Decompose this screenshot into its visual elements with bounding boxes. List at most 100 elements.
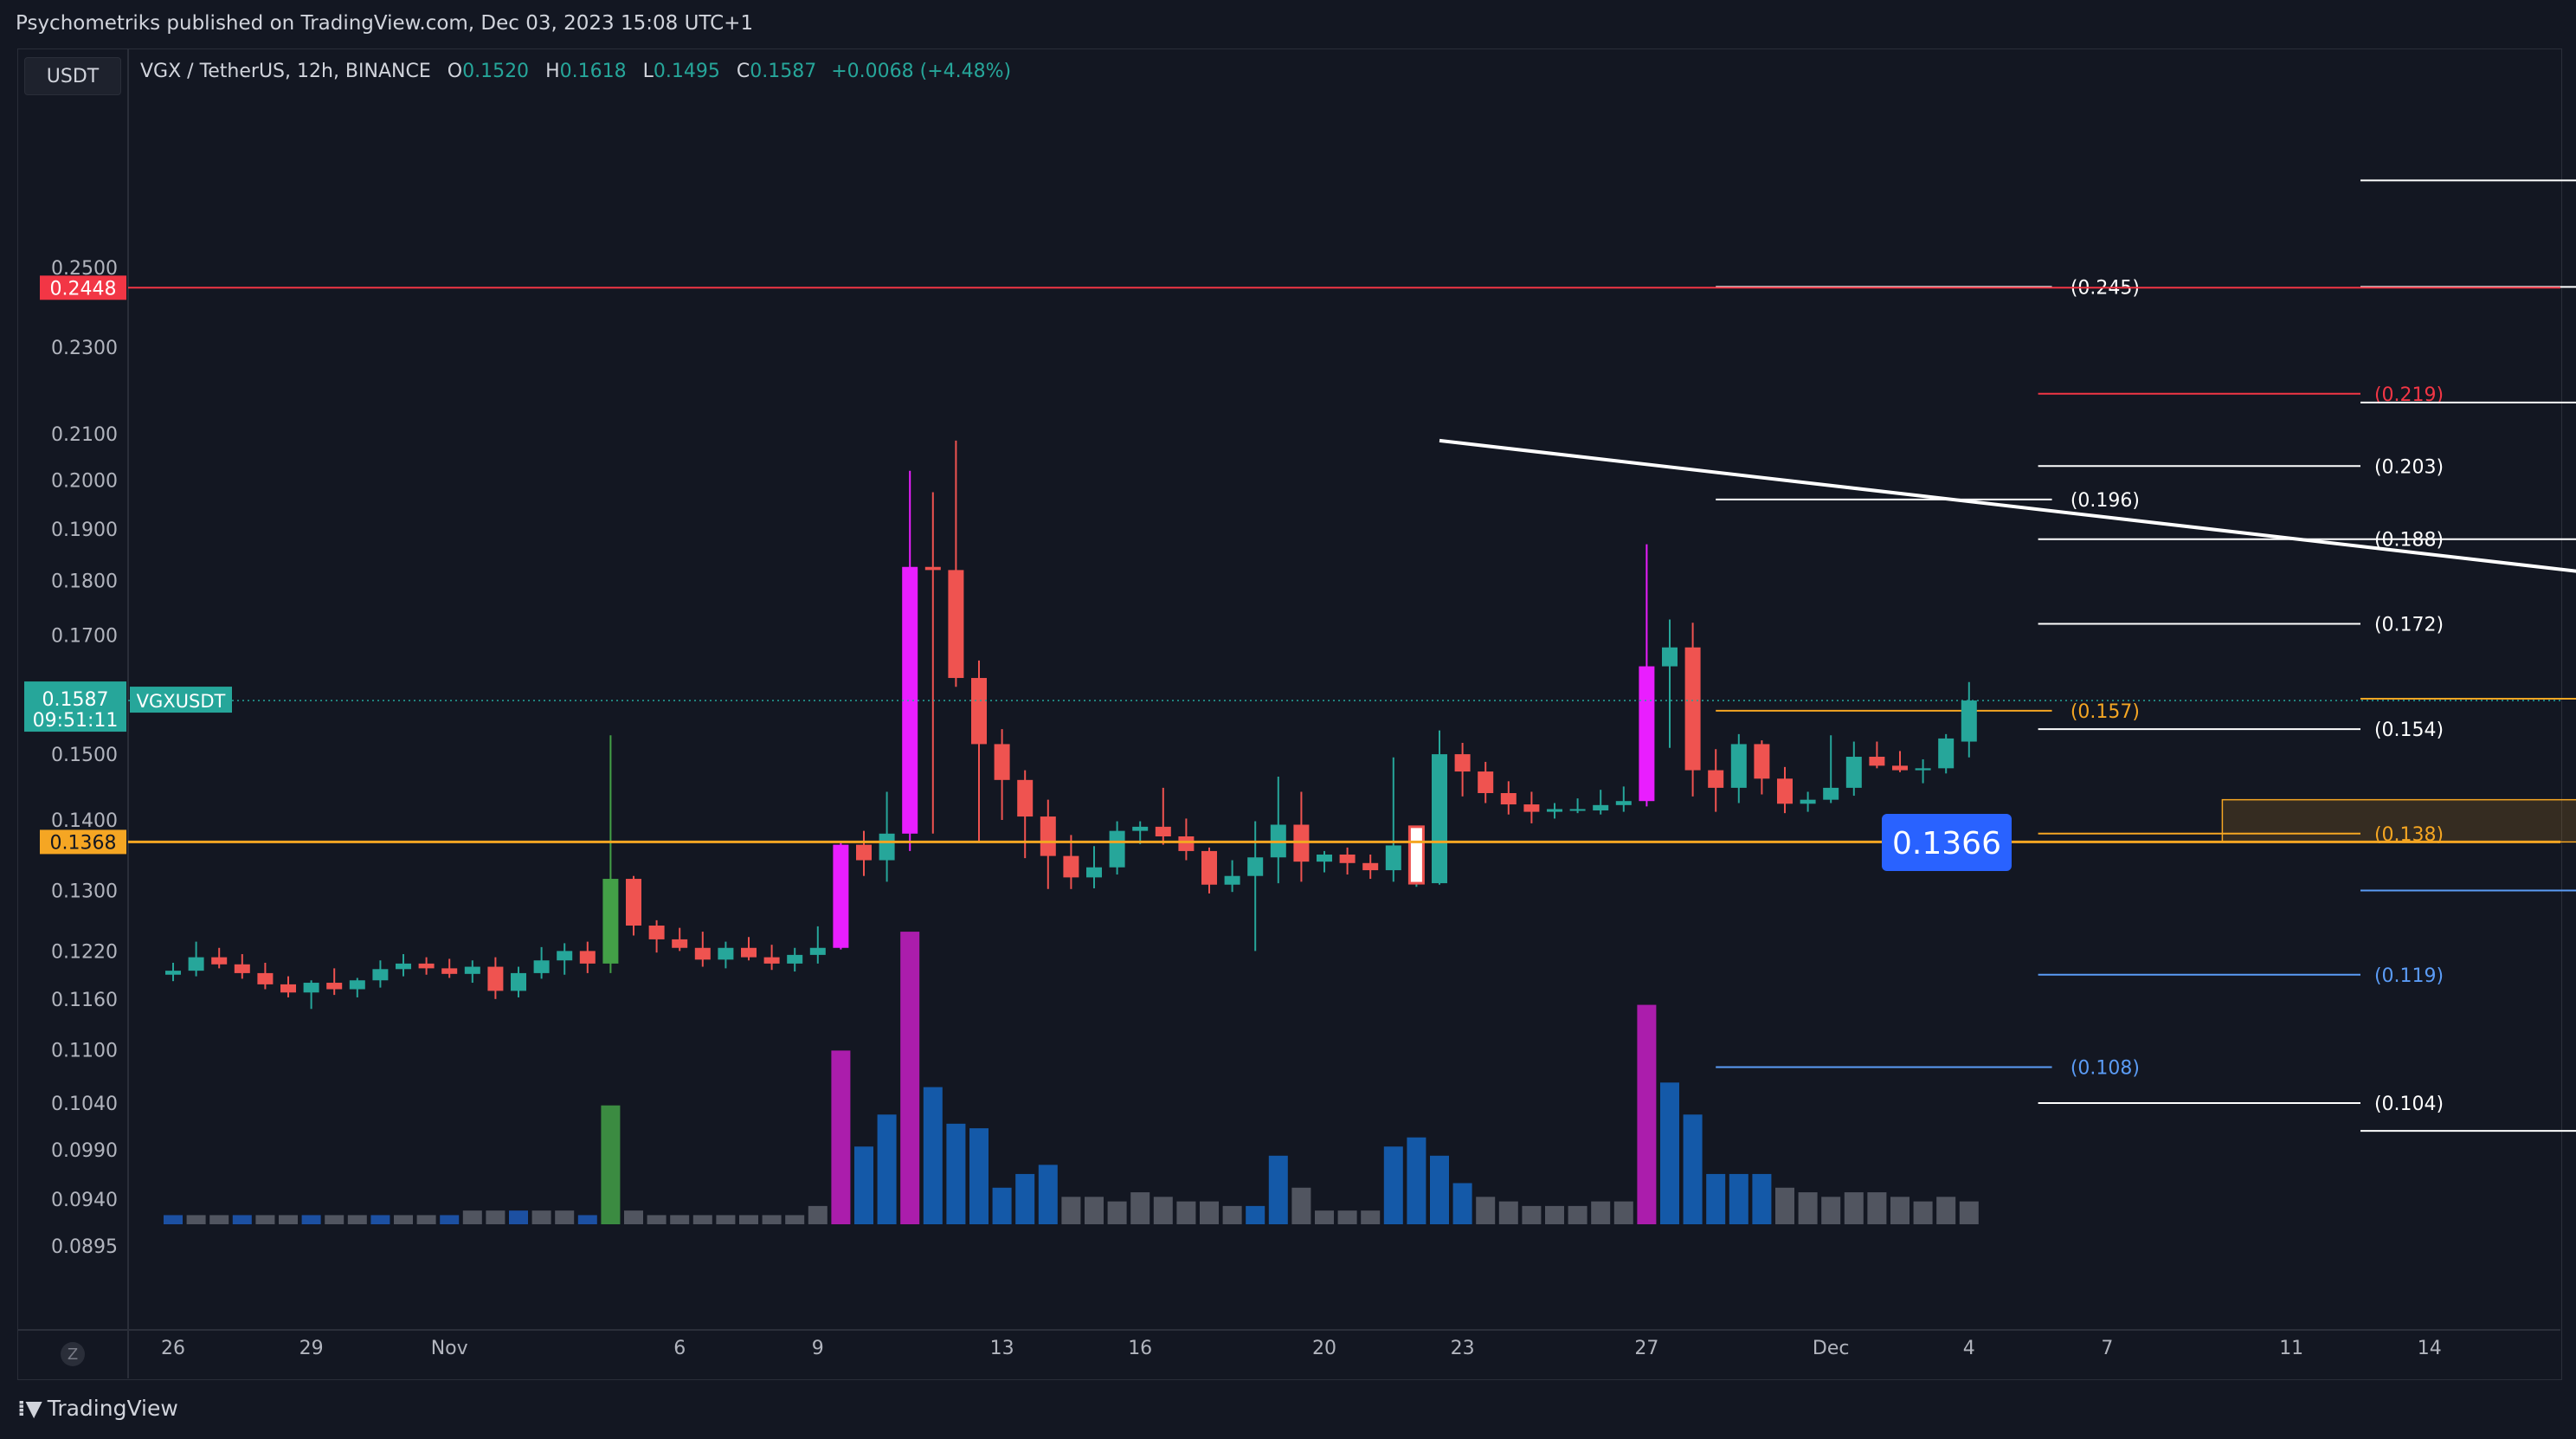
candle-body: [1362, 862, 1379, 871]
volume-bar: [232, 1215, 252, 1224]
volume-layer: [164, 932, 1979, 1224]
tradingview-logo[interactable]: ⁞▼ TradingView: [17, 1396, 178, 1421]
x-tick-label: 11: [2279, 1338, 2303, 1359]
chart-svg[interactable]: (0.274)(0.245)(0.245)(0.219)(0.217)(0.20…: [0, 0, 2576, 1382]
symbol-legend: VGX / TetherUS, 12h, BINANCE O0.1520 H0.…: [140, 61, 1011, 82]
volume-bar: [692, 1215, 712, 1224]
candle-body: [924, 566, 941, 571]
fib-level-label: (0.157): [2070, 701, 2140, 723]
volume-bar: [854, 1146, 873, 1224]
candle-body: [1407, 825, 1425, 885]
volume-bar: [1959, 1201, 1979, 1224]
symbol-name[interactable]: VGX / TetherUS, 12h, BINANCE: [140, 61, 431, 82]
volume-bar: [1383, 1146, 1403, 1224]
volume-bar: [1729, 1173, 1748, 1224]
y-tick-label: 0.1160: [51, 990, 118, 1011]
candle-body: [326, 983, 343, 990]
volume-bar: [1752, 1173, 1772, 1224]
volume-bar: [1315, 1210, 1334, 1224]
candle-body: [396, 963, 411, 970]
y-tick-label: 0.0895: [51, 1236, 118, 1258]
volume-bar: [1545, 1205, 1564, 1224]
candle-body: [557, 951, 573, 961]
candle-body: [1800, 799, 1816, 804]
x-tick-label: 9: [812, 1338, 824, 1359]
candle-body: [1662, 647, 1678, 667]
candle-body: [1500, 792, 1517, 805]
candle-body: [602, 879, 619, 964]
candle-body: [1639, 666, 1655, 802]
volume-bar: [1015, 1173, 1035, 1224]
y-tick-label: 0.2000: [51, 471, 118, 493]
x-tick-label: 6: [673, 1338, 686, 1359]
candle-body: [1385, 845, 1401, 871]
candle-body: [1339, 854, 1356, 863]
volume-bar: [164, 1215, 183, 1224]
candle-body: [1040, 816, 1056, 856]
candle-body: [418, 963, 435, 969]
x-tick-label: 29: [299, 1338, 324, 1359]
volume-bar: [877, 1114, 897, 1224]
volume-bar: [347, 1215, 367, 1224]
candle-body: [1109, 830, 1125, 868]
currency-button[interactable]: USDT: [24, 57, 121, 95]
y-tick-label: 0.2100: [51, 424, 118, 446]
y-tick-label: 0.1900: [51, 519, 118, 541]
volume-bar: [1798, 1192, 1818, 1224]
candle-body: [809, 947, 826, 955]
volume-bar: [186, 1215, 206, 1224]
header: Psychometriks published on TradingView.c…: [0, 0, 2576, 50]
symbol-tag: VGXUSDT: [137, 691, 226, 712]
fib-level-label: (0.203): [2374, 456, 2444, 478]
candle-body: [694, 947, 711, 960]
candle-body: [280, 984, 296, 993]
candle-body: [902, 566, 918, 834]
volume-bar: [808, 1205, 828, 1224]
last-price-tag: 0.1587: [42, 689, 109, 711]
price-badge-label: 0.1366: [1892, 826, 2001, 861]
volume-bar: [1936, 1197, 1956, 1224]
candle-body: [533, 960, 550, 973]
chart-panel[interactable]: [17, 48, 2562, 1380]
candle-body: [1708, 770, 1724, 788]
trend-line: [1439, 438, 2576, 573]
close-value: 0.1587: [750, 61, 817, 82]
candle-body: [1247, 857, 1264, 876]
volume-bar: [716, 1215, 736, 1224]
open-label: O: [447, 61, 463, 82]
candle-body: [211, 957, 228, 965]
volume-bar: [440, 1215, 460, 1224]
volume-bar: [1522, 1205, 1542, 1224]
volume-bar: [301, 1215, 321, 1224]
y-tick-label: 0.1500: [51, 745, 118, 766]
fib-level-label: (0.104): [2374, 1094, 2444, 1115]
candle-body: [718, 947, 734, 960]
volume-bar: [1660, 1082, 1679, 1224]
volume-bar: [1291, 1187, 1311, 1224]
candle-body: [303, 983, 319, 993]
volume-bar: [1775, 1187, 1794, 1224]
candle-body: [763, 957, 780, 964]
volume-bar: [577, 1215, 597, 1224]
candles-layer: [165, 440, 1977, 1010]
candle-body: [1823, 787, 1839, 800]
candle-body: [441, 968, 458, 974]
candle-body: [1201, 850, 1217, 885]
candle-body: [1224, 875, 1240, 885]
volume-bar: [1844, 1192, 1864, 1224]
volume-bar: [531, 1210, 551, 1224]
y-tick-label: 0.2300: [51, 338, 118, 359]
candle-body: [1845, 757, 1862, 788]
candle-body: [1178, 836, 1195, 851]
candle-body: [1155, 826, 1171, 837]
volume-bar: [486, 1210, 506, 1224]
x-tick-label: 4: [1963, 1338, 1975, 1359]
y-tick-label: 0.0990: [51, 1140, 118, 1162]
zoom-reset-button[interactable]: Z: [61, 1342, 85, 1366]
candle-body: [511, 972, 526, 991]
y-tick-label: 0.1300: [51, 881, 118, 903]
x-tick-label: 14: [2418, 1338, 2442, 1359]
volume-bar: [1337, 1210, 1357, 1224]
volume-bar: [1591, 1201, 1611, 1224]
volume-bar: [923, 1087, 943, 1224]
